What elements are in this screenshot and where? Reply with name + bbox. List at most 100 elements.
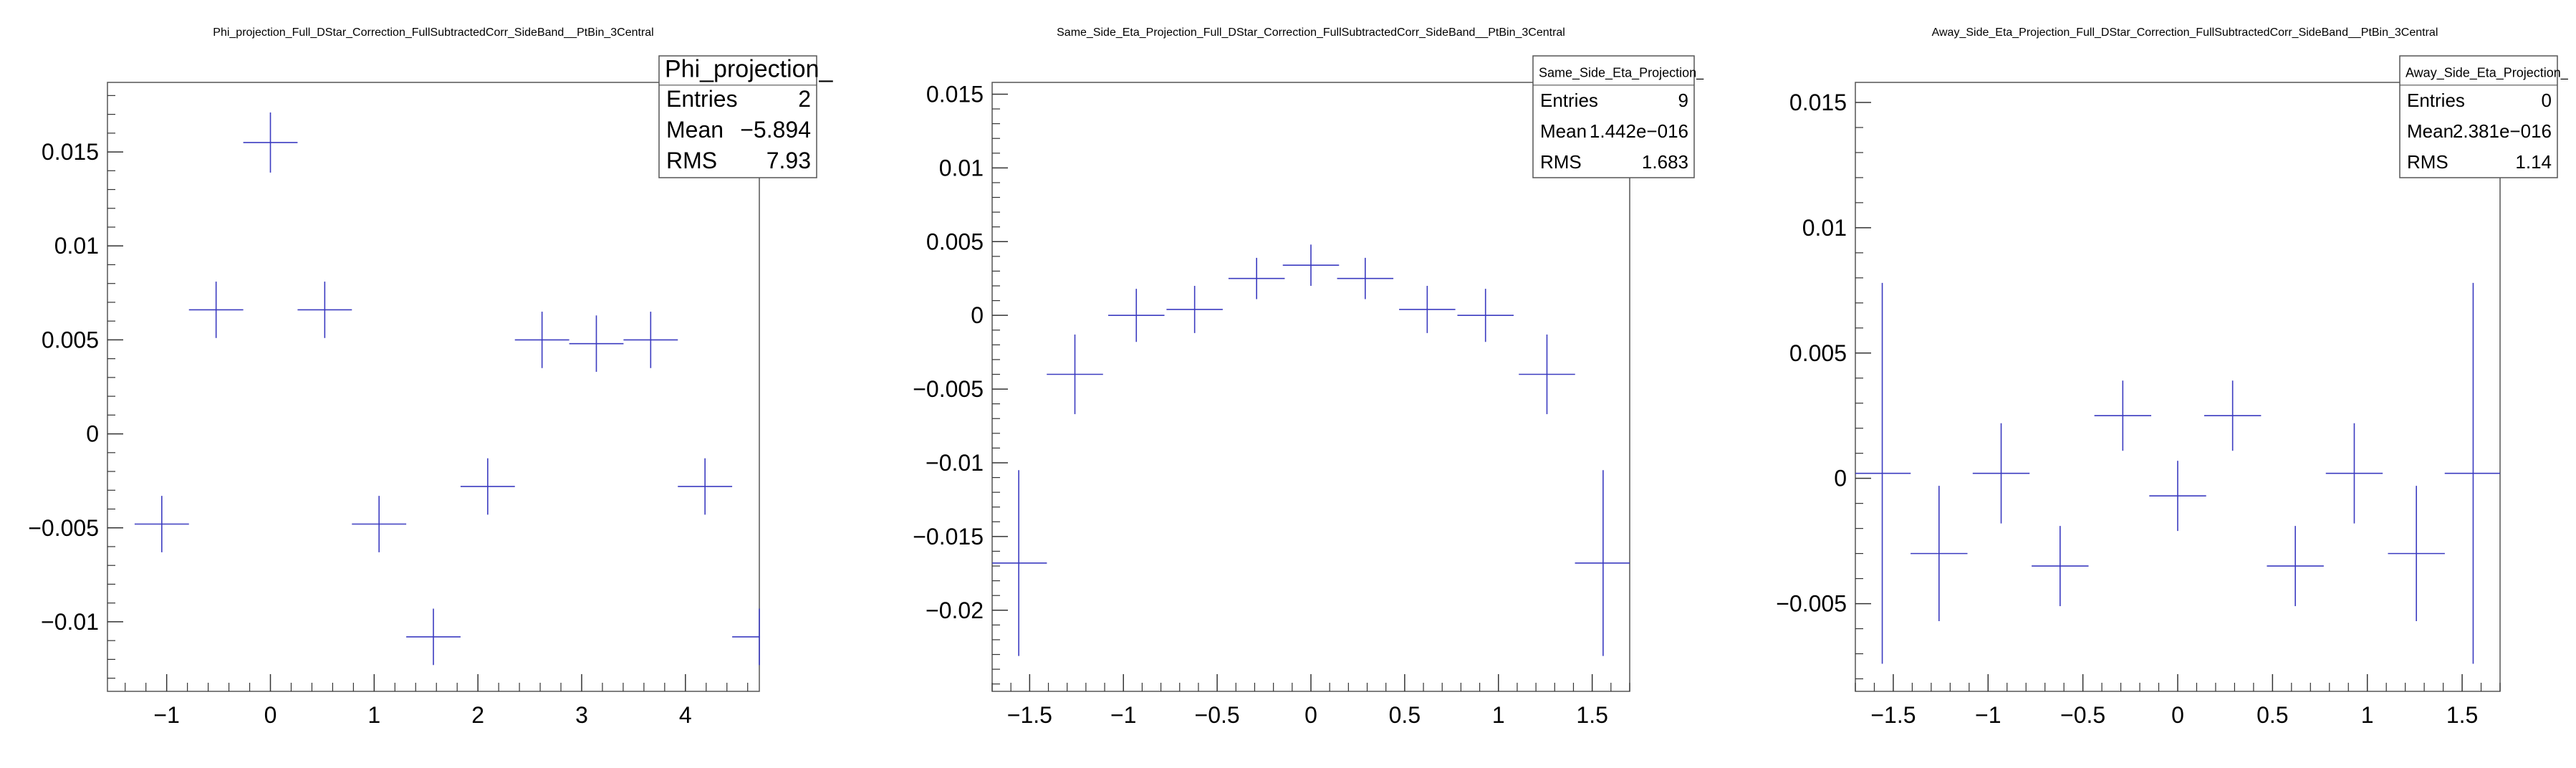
data-point [2444, 282, 2500, 664]
data-point [1911, 486, 1968, 622]
plot-frame [107, 82, 760, 692]
stats-value: 7.93 [766, 148, 811, 173]
chart-title: Away_Side_Eta_Projection_Full_DStar_Corr… [1932, 27, 2438, 39]
x-tick-label: 1.5 [2446, 702, 2478, 728]
x-tick-label: −1 [153, 702, 179, 728]
stats-label: Entries [2407, 90, 2465, 111]
data-point [134, 496, 189, 552]
data-point [2325, 423, 2383, 524]
y-tick-label: −0.01 [926, 450, 984, 476]
stats-box-frame [2399, 55, 2558, 178]
x-tick-label: 0 [2171, 702, 2184, 728]
y-tick-label: 0.005 [42, 327, 99, 352]
chart-title: Phi_projection_Full_DStar_Correction_Ful… [213, 27, 653, 39]
stats-label: Mean [2407, 120, 2454, 142]
x-tick-label: 1 [2361, 702, 2374, 728]
y-tick-label: 0 [971, 302, 984, 328]
data-point [1337, 257, 1394, 299]
y-tick-label: 0 [86, 421, 99, 447]
data-point [732, 608, 760, 666]
y-tick-label: 0.01 [54, 233, 99, 259]
stats-value: 1.683 [1642, 151, 1688, 173]
y-tick-label: −0.02 [926, 597, 984, 623]
x-tick-label: 3 [575, 702, 588, 728]
y-tick-label: 0.015 [42, 139, 99, 165]
y-tick-label: 0.015 [1789, 90, 1847, 115]
chart-title: Same_Side_Eta_Projection_Full_DStar_Corr… [1057, 27, 1565, 39]
stats-value: −5.894 [740, 117, 811, 143]
data-point [1855, 282, 1911, 664]
y-tick-label: 0 [1834, 466, 1847, 491]
data-point [2149, 461, 2206, 532]
stats-title: Phi_projection_ [665, 55, 833, 82]
data-point [1519, 334, 1575, 415]
chart-panel-1: Phi_projection_Full_DStar_Correction_Ful… [28, 27, 833, 728]
x-tick-label: 1 [367, 702, 380, 728]
y-tick-label: −0.01 [41, 609, 99, 635]
stats-label: RMS [2407, 151, 2448, 173]
x-tick-label: 0 [1304, 702, 1317, 728]
data-point [1108, 289, 1165, 342]
stats-value: 2.381e−016 [2453, 120, 2552, 142]
y-tick-label: −0.015 [913, 524, 984, 549]
x-tick-label: 0.5 [1389, 702, 1421, 728]
x-tick-label: −0.5 [1195, 702, 1240, 728]
x-tick-label: −1 [1110, 702, 1136, 728]
data-point [1575, 470, 1630, 656]
x-tick-label: −1.5 [1870, 702, 1916, 728]
data-point [1972, 423, 2030, 524]
data-point [1457, 289, 1514, 342]
stats-label: Entries [1540, 90, 1598, 111]
x-tick-label: 0.5 [2257, 702, 2288, 728]
data-point [406, 608, 461, 666]
y-tick-label: −0.005 [913, 376, 984, 402]
data-point [1282, 244, 1340, 287]
data-point [352, 496, 407, 552]
stats-label: RMS [666, 148, 717, 173]
data-point [243, 112, 298, 173]
chart-panel-2: Same_Side_Eta_Projection_Full_DStar_Corr… [913, 27, 1704, 728]
data-point [188, 282, 244, 338]
stats-value: 1.442e−016 [1590, 120, 1688, 142]
stats-title: Same_Side_Eta_Projection_ [1539, 65, 1704, 80]
y-tick-label: 0.015 [926, 81, 984, 107]
x-tick-label: 1.5 [1576, 702, 1607, 728]
y-tick-label: −0.005 [1776, 591, 1847, 617]
x-tick-label: −1.5 [1007, 702, 1052, 728]
x-tick-label: −0.5 [2060, 702, 2105, 728]
stats-box: Phi_projection_ Entries 2 Mean −5.894 RMS 7.93 [658, 55, 833, 178]
data-point [514, 312, 569, 368]
chart-panel-3: Away_Side_Eta_Projection_Full_DStar_Corr… [1776, 27, 2569, 728]
data-point [2203, 380, 2262, 451]
stats-label: Entries [666, 86, 738, 112]
stats-label: Mean [1540, 120, 1587, 142]
data-point [678, 458, 733, 515]
data-point [2388, 486, 2445, 622]
x-tick-label: 4 [679, 702, 692, 728]
data-point [460, 458, 515, 515]
stats-value: 9 [1678, 90, 1688, 111]
stats-box-frame [1532, 55, 1695, 178]
x-tick-label: 0 [264, 702, 277, 728]
data-point [1399, 286, 1456, 333]
data-point [2032, 526, 2089, 607]
data-point [1047, 334, 1103, 415]
data-point [623, 312, 678, 368]
y-tick-label: 0.005 [1789, 340, 1847, 366]
y-tick-label: 0.01 [1802, 215, 1847, 241]
x-tick-label: 1 [1492, 702, 1505, 728]
y-tick-label: 0.01 [939, 155, 984, 181]
data-point [569, 315, 624, 373]
y-tick-label: 0.005 [926, 229, 984, 254]
stats-title: Away_Side_Eta_Projection_ [2406, 65, 2569, 80]
y-tick-label: −0.005 [28, 515, 99, 541]
data-point [1166, 286, 1223, 333]
stats-label: Mean [666, 117, 724, 143]
x-tick-label: 2 [471, 702, 484, 728]
stats-box: Same_Side_Eta_Projection_ Entries 9 Mean 1.4… [1532, 55, 1704, 178]
stats-label: RMS [1540, 151, 1582, 173]
stats-value: 1.14 [2515, 151, 2552, 173]
stats-box: Away_Side_Eta_Projection_ Entries 0 Mean2.3… [2399, 55, 2569, 178]
data-point [1228, 257, 1285, 299]
